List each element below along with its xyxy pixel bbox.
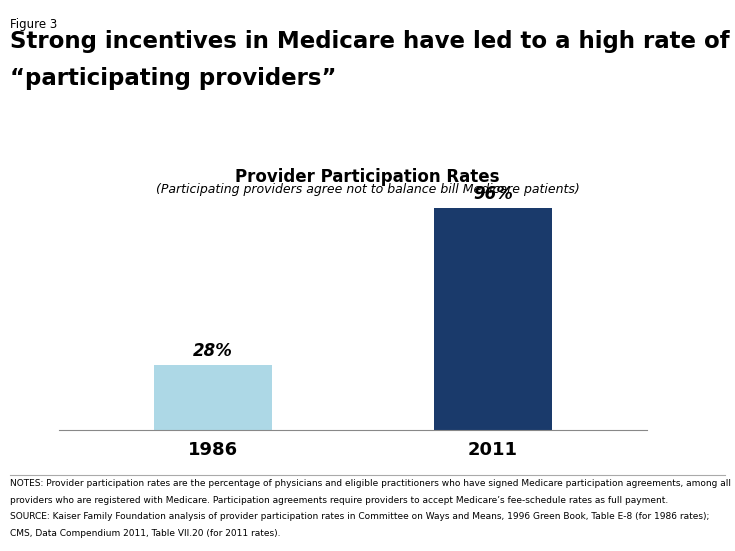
Text: FOUNDATION: FOUNDATION xyxy=(624,525,692,533)
Text: “participating providers”: “participating providers” xyxy=(10,67,337,90)
Text: Provider Participation Rates: Provider Participation Rates xyxy=(235,168,500,186)
Text: THE HENRY J.: THE HENRY J. xyxy=(635,471,681,477)
Text: 96%: 96% xyxy=(473,185,513,203)
Text: providers who are registered with Medicare. Participation agreements require pro: providers who are registered with Medica… xyxy=(10,496,669,505)
Text: SOURCE: Kaiser Family Foundation analysis of provider participation rates in Com: SOURCE: Kaiser Family Foundation analysi… xyxy=(10,512,710,521)
Bar xyxy=(434,208,551,430)
Text: Strong incentives in Medicare have led to a high rate of: Strong incentives in Medicare have led t… xyxy=(10,30,730,53)
Text: FAMILY: FAMILY xyxy=(631,509,685,523)
Text: NOTES: Provider participation rates are the percentage of physicians and eligibl: NOTES: Provider participation rates are … xyxy=(10,479,731,488)
Text: KAISER: KAISER xyxy=(617,487,700,506)
Text: Figure 3: Figure 3 xyxy=(10,18,57,31)
Text: CMS, Data Compendium 2011, Table VII.20 (for 2011 rates).: CMS, Data Compendium 2011, Table VII.20 … xyxy=(10,529,281,538)
Text: (Participating providers agree not to balance bill Medicare patients): (Participating providers agree not to ba… xyxy=(156,183,579,196)
Bar xyxy=(154,365,272,430)
Text: 28%: 28% xyxy=(193,342,233,360)
